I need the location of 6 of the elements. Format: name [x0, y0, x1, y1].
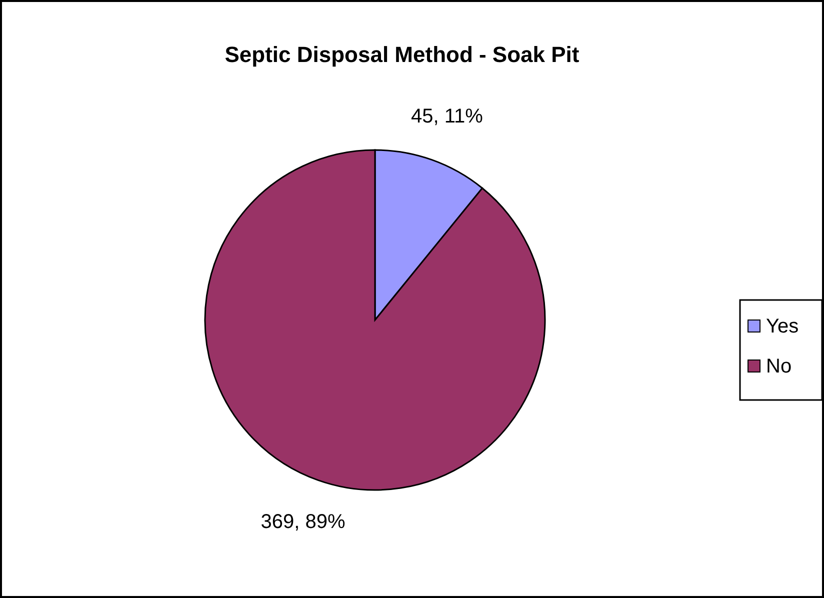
pie-slice	[204, 149, 546, 491]
legend-label: No	[766, 355, 792, 378]
legend-label: Yes	[766, 315, 799, 338]
data-label: 369, 89%	[260, 510, 346, 533]
chart-title: Septic Disposal Method - Soak Pit	[224, 42, 580, 67]
data-label: 45, 11%	[411, 106, 484, 128]
